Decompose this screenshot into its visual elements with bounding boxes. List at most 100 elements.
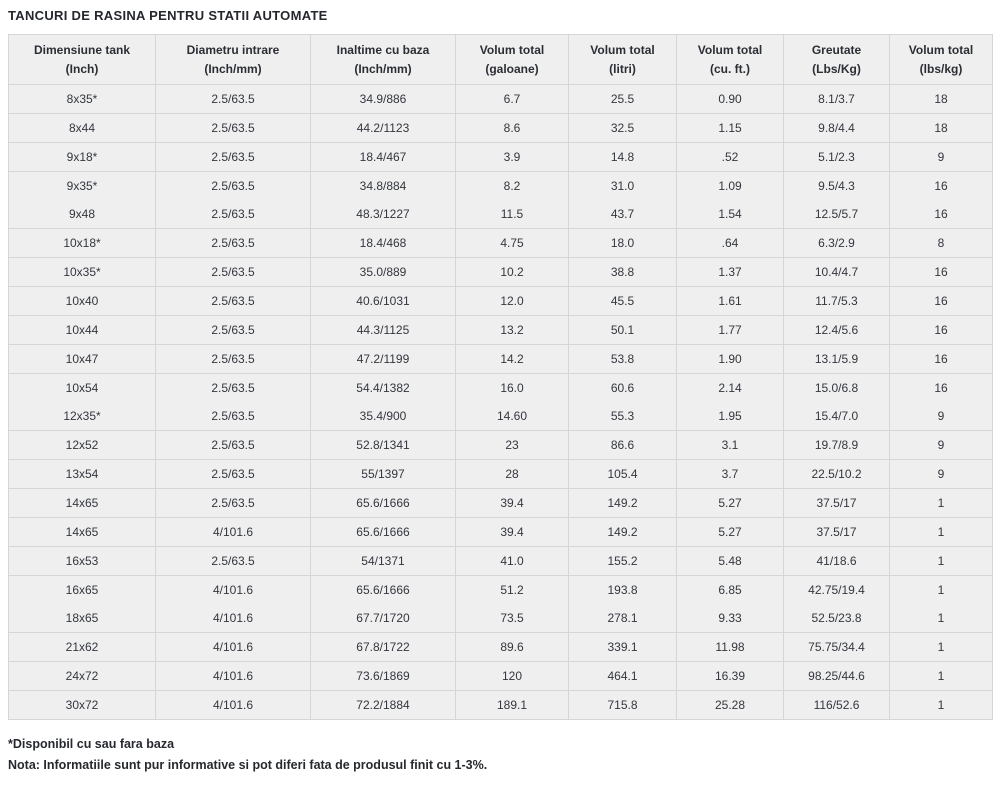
table-cell: 10x44 <box>8 315 156 345</box>
table-cell: 11.98 <box>676 632 784 662</box>
table-cell: 16 <box>889 315 993 345</box>
table-cell: 0.90 <box>676 84 784 114</box>
table-cell: 16 <box>889 286 993 316</box>
table-cell: 9x18* <box>8 142 156 172</box>
table-cell: 105.4 <box>568 459 677 489</box>
table-cell: 43.7 <box>568 200 677 229</box>
table-cell: 2.5/63.5 <box>155 344 311 374</box>
table-cell: 1 <box>889 690 993 720</box>
table-cell: 2.5/63.5 <box>155 171 311 200</box>
column-header-label: Volum total <box>590 42 655 57</box>
table-cell: 16 <box>889 257 993 287</box>
table-cell: 73.6/1869 <box>310 661 456 691</box>
table-row: 14x65 2.5/63.5 65.6/1666 39.4 149.2 5.27 37.5/… <box>8 488 993 518</box>
table-cell: 4/101.6 <box>155 690 311 720</box>
table-cell: 10x35* <box>8 257 156 287</box>
column-header-label: Diametru intrare <box>186 42 280 57</box>
table-cell: 18 <box>889 113 993 143</box>
table-cell: 9x35* <box>8 171 156 200</box>
table-cell: 8.2 <box>455 171 569 200</box>
footnotes: *Disponibil cu sau fara baza Nota: Infor… <box>8 735 992 776</box>
table-cell: 2.5/63.5 <box>155 142 311 172</box>
column-header-unit: (lbs/kg) <box>919 61 963 76</box>
table-cell: 4/101.6 <box>155 604 311 633</box>
column-header-unit: (Lbs/Kg) <box>812 61 861 76</box>
table-cell: 32.5 <box>568 113 677 143</box>
table-cell: 55/1397 <box>310 459 456 489</box>
column-header: Dimensiune tank (Inch) <box>8 34 156 85</box>
table-cell: 4/101.6 <box>155 661 311 691</box>
table-cell: 14x65 <box>8 517 156 547</box>
table-cell: 116/52.6 <box>783 690 890 720</box>
table-cell: 10x18* <box>8 228 156 258</box>
table-cell: 5.48 <box>676 546 784 576</box>
table-cell: 67.7/1720 <box>310 604 456 633</box>
table-cell: 8.6 <box>455 113 569 143</box>
table-cell: 53.8 <box>568 344 677 374</box>
column-header: Diametru intrare (Inch/mm) <box>155 34 311 85</box>
resin-tanks-table: Dimensiune tank (Inch) Diametru intrare (In… <box>8 34 993 720</box>
table-cell: 2.5/63.5 <box>155 546 311 576</box>
table-cell: 1 <box>889 488 993 518</box>
table-cell: 9.33 <box>676 604 784 633</box>
table-cell: 11.5 <box>455 200 569 229</box>
table-cell: 48.3/1227 <box>310 200 456 229</box>
table-cell: 38.8 <box>568 257 677 287</box>
table-cell: 4/101.6 <box>155 632 311 662</box>
table-cell: 19.7/8.9 <box>783 430 890 460</box>
column-header-unit: (litri) <box>609 61 636 76</box>
table-cell: 25.28 <box>676 690 784 720</box>
table-cell: 3.7 <box>676 459 784 489</box>
table-cell: 37.5/17 <box>783 488 890 518</box>
table-cell: 10x47 <box>8 344 156 374</box>
column-header-unit: (Inch/mm) <box>204 61 262 76</box>
table-cell: 16 <box>889 200 993 229</box>
table-cell: 54.4/1382 <box>310 373 456 402</box>
table-cell: 24x72 <box>8 661 156 691</box>
table-cell: 2.5/63.5 <box>155 402 311 431</box>
table-cell: 4/101.6 <box>155 575 311 604</box>
table-cell: 12x35* <box>8 402 156 431</box>
table-cell: 464.1 <box>568 661 677 691</box>
column-header-unit: (Inch/mm) <box>354 61 412 76</box>
table-cell: 41/18.6 <box>783 546 890 576</box>
column-header: Greutate (Lbs/Kg) <box>783 34 890 85</box>
table-cell: 52.5/23.8 <box>783 604 890 633</box>
table-cell: 120 <box>455 661 569 691</box>
table-cell: 12.0 <box>455 286 569 316</box>
table-row: 8x35* 2.5/63.5 34.9/886 6.7 25.5 0.90 8.1/3.7 1… <box>8 84 993 114</box>
table-cell: 2.5/63.5 <box>155 228 311 258</box>
table-row: 10x18* 2.5/63.5 18.4/468 4.75 18.0.64 6.3/2.9… <box>8 228 993 258</box>
table-cell: 41.0 <box>455 546 569 576</box>
table-cell: 34.8/884 <box>310 171 456 200</box>
table-cell: 86.6 <box>568 430 677 460</box>
table-cell: 22.5/10.2 <box>783 459 890 489</box>
table-cell: 3.9 <box>455 142 569 172</box>
table-cell: 9x48 <box>8 200 156 229</box>
table-cell: 2.5/63.5 <box>155 286 311 316</box>
table-cell: 37.5/17 <box>783 517 890 547</box>
table-cell: 1 <box>889 546 993 576</box>
table-cell: .64 <box>676 228 784 258</box>
table-cell: 16x65 <box>8 575 156 604</box>
column-header-unit: (galoane) <box>485 61 539 76</box>
table-row: 18x65 4/101.6 67.7/1720 73.5 278.1 9.33 52.5/2… <box>8 604 993 633</box>
table-cell: 45.5 <box>568 286 677 316</box>
table-row: 9x35* 2.5/63.5 34.8/884 8.2 31.0 1.09 9.5/4.3 1… <box>8 171 993 200</box>
table-cell: 149.2 <box>568 488 677 518</box>
column-header: Volum total (cu. ft.) <box>676 34 784 85</box>
table-row: 9x48 2.5/63.5 48.3/1227 11.5 43.7 1.54 12.5/5.… <box>8 200 993 229</box>
table-cell: 2.5/63.5 <box>155 430 311 460</box>
table-cell: 5.1/2.3 <box>783 142 890 172</box>
table-row: 12x35* 2.5/63.5 35.4/900 14.60 55.3 1.95 15.4/… <box>8 402 993 431</box>
table-header-row: Dimensiune tank (Inch) Diametru intrare (In… <box>8 34 993 85</box>
table-cell: 278.1 <box>568 604 677 633</box>
table-cell: 12.5/5.7 <box>783 200 890 229</box>
table-cell: 1.09 <box>676 171 784 200</box>
table-cell: 8 <box>889 228 993 258</box>
table-row: 24x72 4/101.6 73.6/1869 120 464.1 16.39 98.25/… <box>8 661 993 691</box>
table-cell: 9 <box>889 430 993 460</box>
table-row: 10x40 2.5/63.5 40.6/1031 12.0 45.5 1.61 11.7/5… <box>8 286 993 316</box>
table-cell: 1 <box>889 517 993 547</box>
table-cell: 1.77 <box>676 315 784 345</box>
